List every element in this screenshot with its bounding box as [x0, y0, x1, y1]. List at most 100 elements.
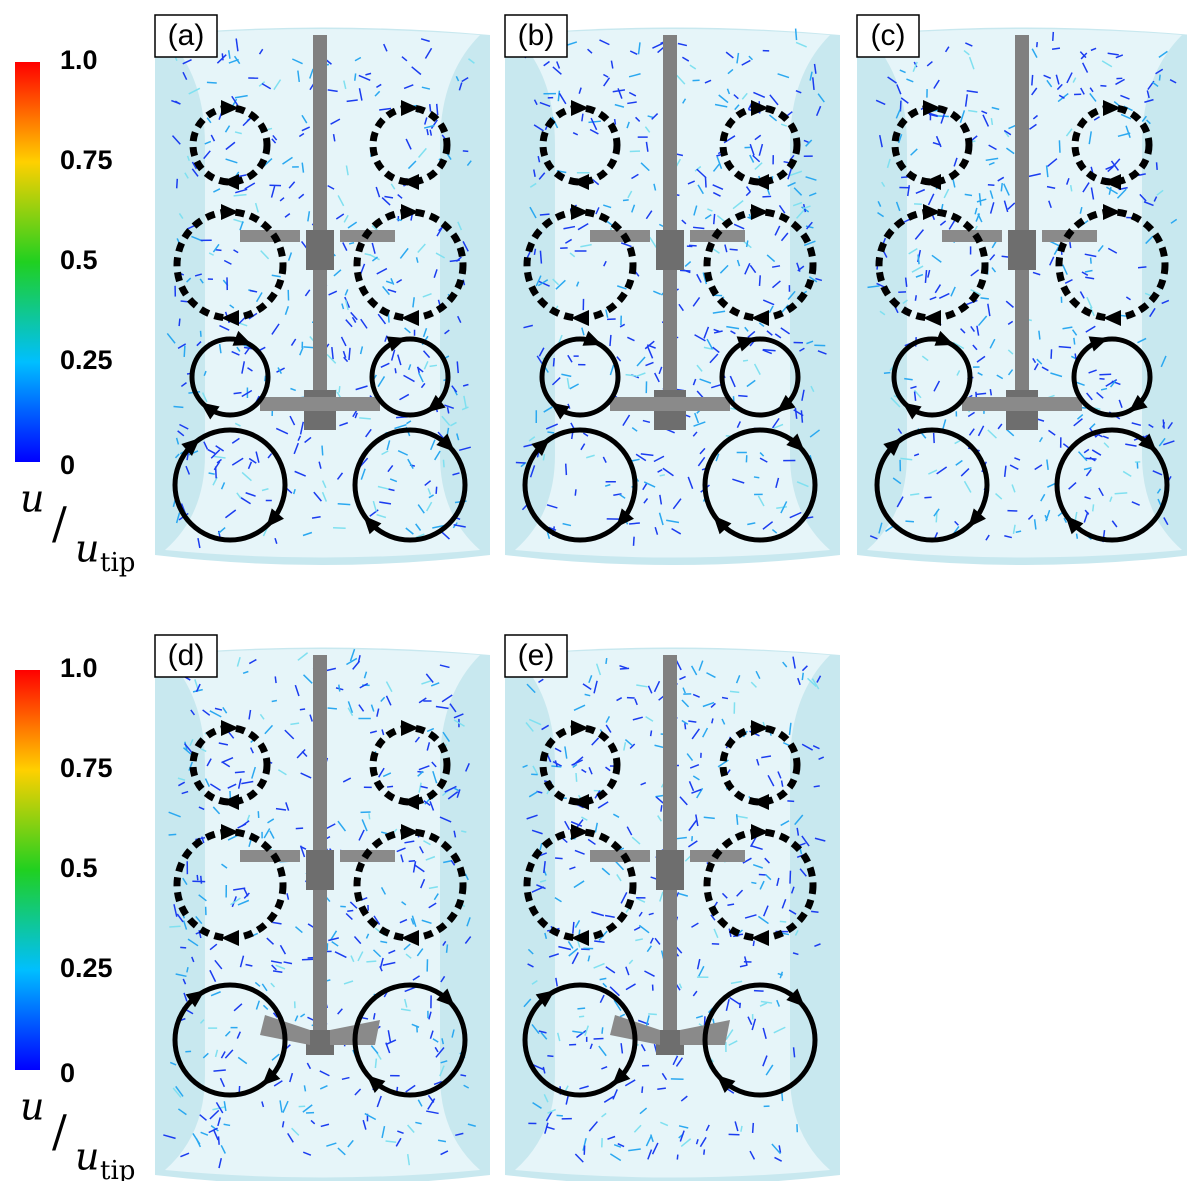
velocity-vector	[430, 104, 431, 111]
velocity-vector	[388, 313, 389, 322]
velocity-vector	[714, 214, 715, 224]
velocity-vector	[328, 708, 337, 709]
label-subscript: tip	[100, 548, 135, 578]
panel-label: (d)	[168, 639, 205, 672]
velocity-vector	[991, 118, 992, 125]
velocity-vector	[1115, 493, 1128, 494]
velocity-vector	[794, 1047, 795, 1057]
blade	[942, 230, 1002, 242]
colorbar-tick-label: 0	[60, 450, 75, 480]
hub	[656, 850, 684, 890]
velocity-vector	[602, 1027, 603, 1033]
velocity-vector	[762, 196, 771, 197]
velocity-vector	[1070, 242, 1071, 248]
velocity-vector	[780, 921, 786, 922]
velocity-vector	[543, 454, 544, 460]
velocity-vector	[689, 245, 697, 246]
panel: (e)	[505, 635, 840, 1181]
velocity-vector	[437, 104, 438, 115]
velocity-vector	[516, 462, 525, 463]
velocity-vector	[924, 497, 931, 498]
velocity-vector	[988, 185, 995, 186]
velocity-vector	[754, 477, 759, 478]
velocity-vector	[234, 393, 242, 394]
velocity-vector	[302, 959, 315, 960]
velocity-vector	[180, 947, 186, 948]
velocity-vector	[235, 772, 245, 773]
velocity-vector	[566, 464, 567, 475]
velocity-vector	[366, 961, 376, 962]
velocity-vector	[606, 658, 607, 664]
hub	[306, 230, 334, 270]
velocity-vector	[1077, 534, 1078, 539]
velocity-vector	[179, 319, 180, 327]
velocity-vector	[387, 786, 393, 787]
velocity-vector	[275, 676, 276, 683]
label-numerator: u	[20, 477, 44, 521]
velocity-vector	[685, 723, 686, 729]
velocity-vector	[1001, 183, 1002, 191]
velocity-vector	[620, 668, 629, 669]
velocity-vector	[197, 875, 198, 880]
shaft	[663, 35, 677, 415]
velocity-vector	[915, 295, 916, 301]
velocity-vector	[738, 396, 747, 397]
velocity-vector	[359, 418, 371, 419]
velocity-vector	[705, 177, 706, 187]
velocity-vector	[215, 250, 221, 251]
velocity-vector	[375, 1059, 376, 1068]
blade	[590, 230, 650, 242]
velocity-vector	[884, 373, 890, 374]
label-denominator: u	[75, 527, 99, 571]
velocity-vector	[534, 249, 535, 255]
velocity-vector	[540, 214, 550, 215]
colorbar-tick-label: 0	[60, 1058, 75, 1088]
velocity-vector	[1071, 185, 1072, 191]
velocity-vector	[169, 834, 177, 835]
velocity-vector	[594, 1039, 604, 1040]
velocity-vector	[1074, 338, 1075, 345]
blade	[240, 850, 300, 862]
velocity-vector	[802, 673, 803, 680]
panel-label: (a)	[168, 19, 205, 52]
velocity-vector	[555, 858, 563, 859]
velocity-vector	[177, 179, 178, 188]
hub	[656, 230, 684, 270]
velocity-vector	[1002, 256, 1009, 257]
velocity-vector	[751, 882, 756, 883]
velocity-vector	[814, 786, 820, 787]
shaft	[663, 655, 677, 1040]
velocity-vector	[1099, 374, 1111, 375]
label-subscript: tip	[100, 1156, 135, 1181]
velocity-vector	[1039, 331, 1040, 340]
velocity-vector	[753, 1123, 754, 1133]
velocity-vector	[553, 358, 554, 366]
velocity-vector	[811, 911, 818, 912]
velocity-vector	[443, 460, 444, 468]
velocity-vector	[760, 275, 761, 286]
blade	[240, 230, 300, 242]
velocity-vector	[1053, 32, 1054, 41]
velocity-vector	[547, 1056, 553, 1057]
panel-label: (b)	[518, 19, 555, 52]
velocity-vector	[677, 1155, 678, 1160]
velocity-vector	[300, 709, 305, 710]
velocity-vector	[1093, 504, 1094, 511]
velocity-vector	[976, 393, 986, 394]
colorbar-tick-label: 0.75	[60, 145, 113, 175]
velocity-vector	[661, 805, 662, 811]
shaft	[1015, 35, 1029, 415]
velocity-vector	[582, 114, 583, 122]
velocity-vector	[1091, 258, 1092, 264]
velocity-vector	[1059, 347, 1071, 348]
velocity-vector	[184, 346, 185, 357]
blade	[590, 850, 650, 862]
panel: (d)	[155, 635, 490, 1181]
velocity-vector	[463, 151, 468, 152]
velocity-vector	[738, 934, 743, 935]
colorbar-tick-label: 0.25	[60, 345, 113, 375]
velocity-vector	[339, 386, 340, 392]
velocity-vector	[576, 773, 577, 782]
